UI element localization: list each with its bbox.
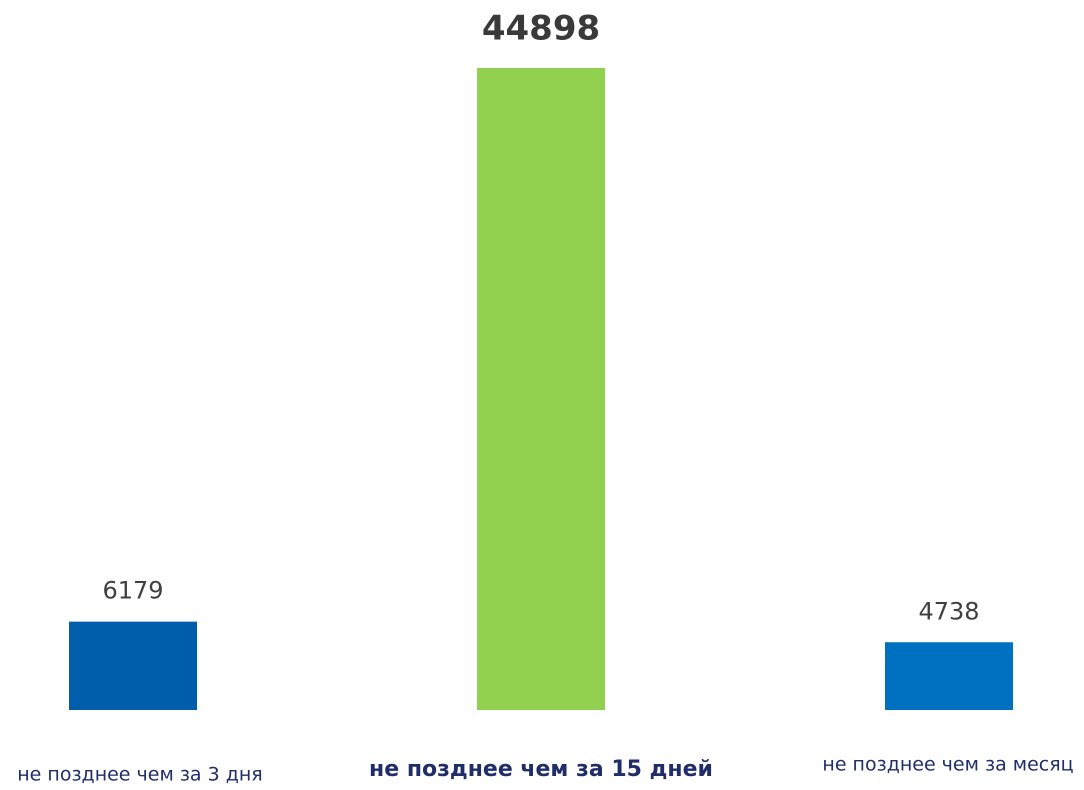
value-label: 44898 xyxy=(482,9,600,49)
category-label: не позднее чем за 15 дней xyxy=(369,757,713,782)
bar xyxy=(69,621,197,710)
bar xyxy=(885,642,1013,710)
bar xyxy=(477,68,605,710)
category-label: не позднее чем за 3 дня xyxy=(17,764,262,786)
category-label: не позднее чем за месяц xyxy=(822,754,1073,776)
value-label: 6179 xyxy=(102,577,163,605)
value-label: 4738 xyxy=(918,597,979,625)
